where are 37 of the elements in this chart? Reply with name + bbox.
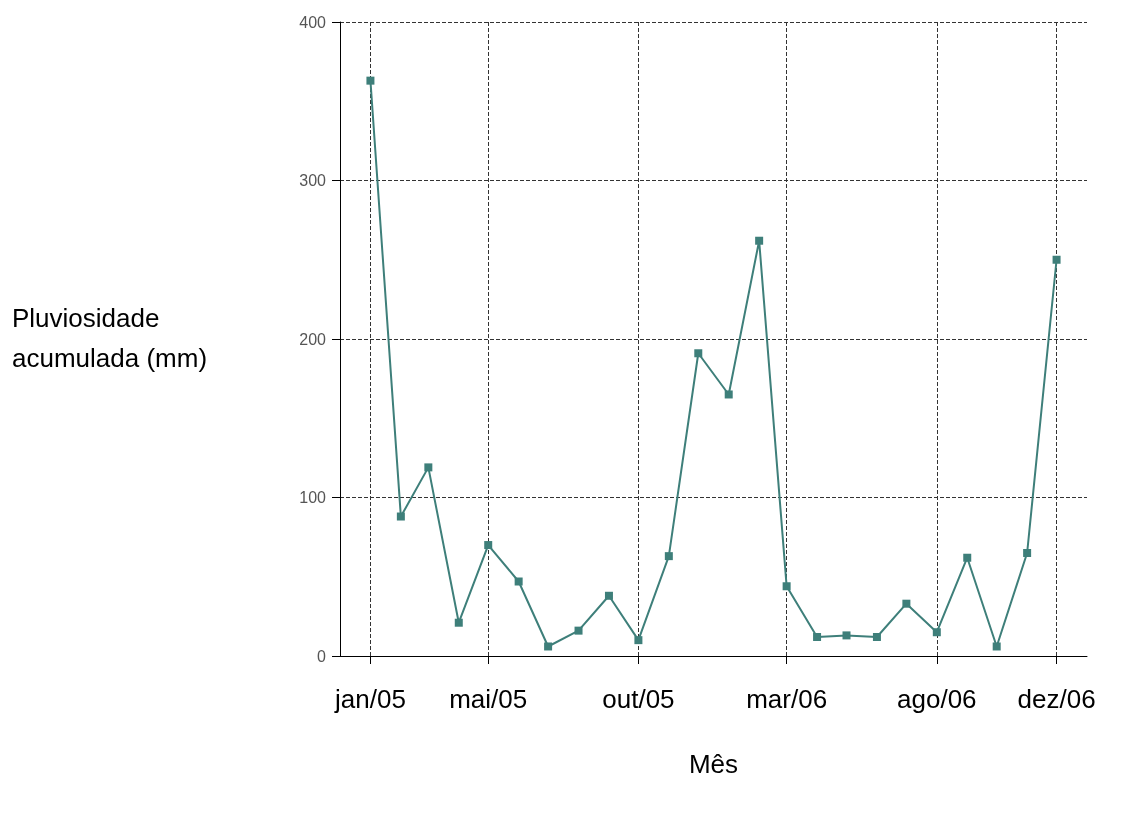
point xyxy=(872,632,881,641)
y-axis-title: Pluviosidade acumulada (mm) xyxy=(12,303,208,373)
point xyxy=(366,76,375,85)
point xyxy=(842,631,851,640)
point xyxy=(454,618,463,627)
x-tick-label: out/05 xyxy=(602,684,675,714)
y-tick-label: 200 xyxy=(299,330,327,348)
y-tick-label: 100 xyxy=(299,489,327,506)
point xyxy=(755,236,764,245)
point xyxy=(484,541,493,550)
point xyxy=(396,512,405,521)
x-tick-label: dez/06 xyxy=(1017,684,1096,714)
x-tick-label: ago/06 xyxy=(897,684,977,714)
y-tick-label: 400 xyxy=(299,13,327,31)
point xyxy=(932,628,941,637)
point xyxy=(782,582,791,591)
y-tick-label: 300 xyxy=(299,172,327,189)
point xyxy=(544,642,553,651)
point xyxy=(634,636,643,645)
point xyxy=(694,349,703,358)
point xyxy=(514,577,523,586)
point xyxy=(992,642,1001,651)
y-tick-label: 0 xyxy=(317,647,327,665)
point xyxy=(813,632,822,641)
point xyxy=(724,390,733,399)
point xyxy=(1052,255,1061,264)
x-tick-label: mar/06 xyxy=(746,684,828,714)
point xyxy=(963,553,972,562)
point xyxy=(424,463,433,472)
x-tick-label: mai/05 xyxy=(449,684,528,714)
x-tick-label: jan/05 xyxy=(334,684,406,714)
point xyxy=(902,599,911,608)
point xyxy=(574,626,583,635)
point xyxy=(604,591,613,600)
point xyxy=(1023,548,1032,557)
point xyxy=(664,552,673,561)
x-axis-title: Mês xyxy=(688,749,739,779)
